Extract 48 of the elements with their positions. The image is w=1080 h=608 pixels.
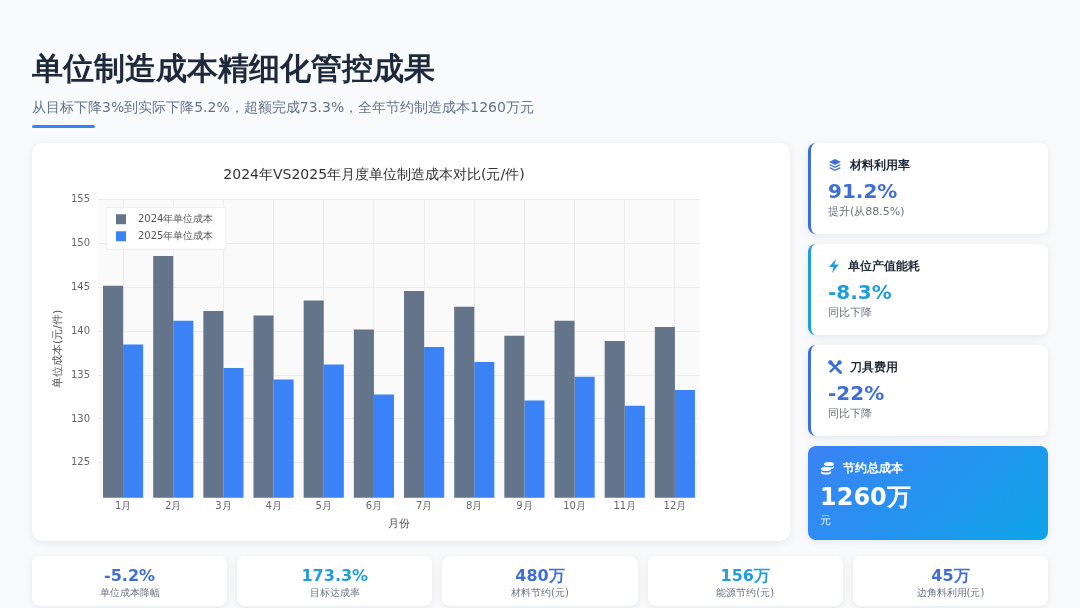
data-label: -5.2% [103,566,157,586]
x-tick-label: 1月 [114,500,132,512]
text: 从目标下降3%到实际下降5.2%，超额完成73.3%，全年节约制造成本1260万元 [32,98,535,117]
data-label: -8.3% [828,279,893,305]
x-tick-label: 11月 [613,500,637,512]
text: 单位制造成本精细化管控成果 [32,49,436,88]
y-tick-label: 155 [70,193,90,205]
text: 同比下降 [828,305,873,320]
category-label: 能源节约(元) [715,586,776,600]
data-label: 173.3% [300,566,370,586]
data-label: 91.2% [828,178,899,204]
x-tick-label: 2月 [165,500,182,512]
legend-label: 2025年单位成本 [138,229,214,241]
x-axis-title: 月份 [388,517,410,531]
category-label: 单位产值能耗 [848,257,920,275]
x-tick-label: 6月 [365,500,383,512]
category-label: 节约总成本 [843,459,903,477]
y-axis-title: 单位成本(元/件) [51,309,65,388]
y-tick-label: 130 [70,412,90,424]
x-tick-label: 4月 [265,500,282,512]
data-label: 45万 [930,566,971,586]
x-tick-label: 10月 [563,500,586,512]
category-label: 边角料利用(元) [915,586,986,600]
text: 元 [820,513,832,528]
category-label: 材料节约(元) [510,586,570,600]
category-label: 材料利用率 [850,156,910,174]
x-tick-label: 8月 [466,500,483,512]
x-tick-label: 5月 [315,500,332,512]
chart-title: 2024年VS2025年月度单位制造成本对比(元/件) [223,166,525,183]
category-label: 单位成本降幅 [98,586,161,600]
x-tick-label: 7月 [415,500,433,512]
data-label: 1260万 [820,482,912,513]
data-label: 156万 [719,566,771,586]
text: 提升(从88.5%) [828,204,906,219]
x-tick-label: 3月 [215,500,232,512]
x-tick-label: 9月 [516,500,533,512]
y-tick-label: 150 [70,237,90,249]
category-label: 刀具费用 [850,358,898,376]
legend-label: 2024年单位成本 [138,212,214,224]
category-label: 目标达成率 [308,586,361,600]
y-tick-label: 145 [70,281,90,293]
y-tick-label: 135 [70,368,90,380]
data-label: -22% [828,380,886,406]
data-label: 480万 [514,566,566,586]
y-tick-label: 140 [70,324,90,336]
x-tick-label: 12月 [663,500,687,512]
text: 同比下降 [828,406,873,421]
y-tick-label: 125 [70,456,90,468]
